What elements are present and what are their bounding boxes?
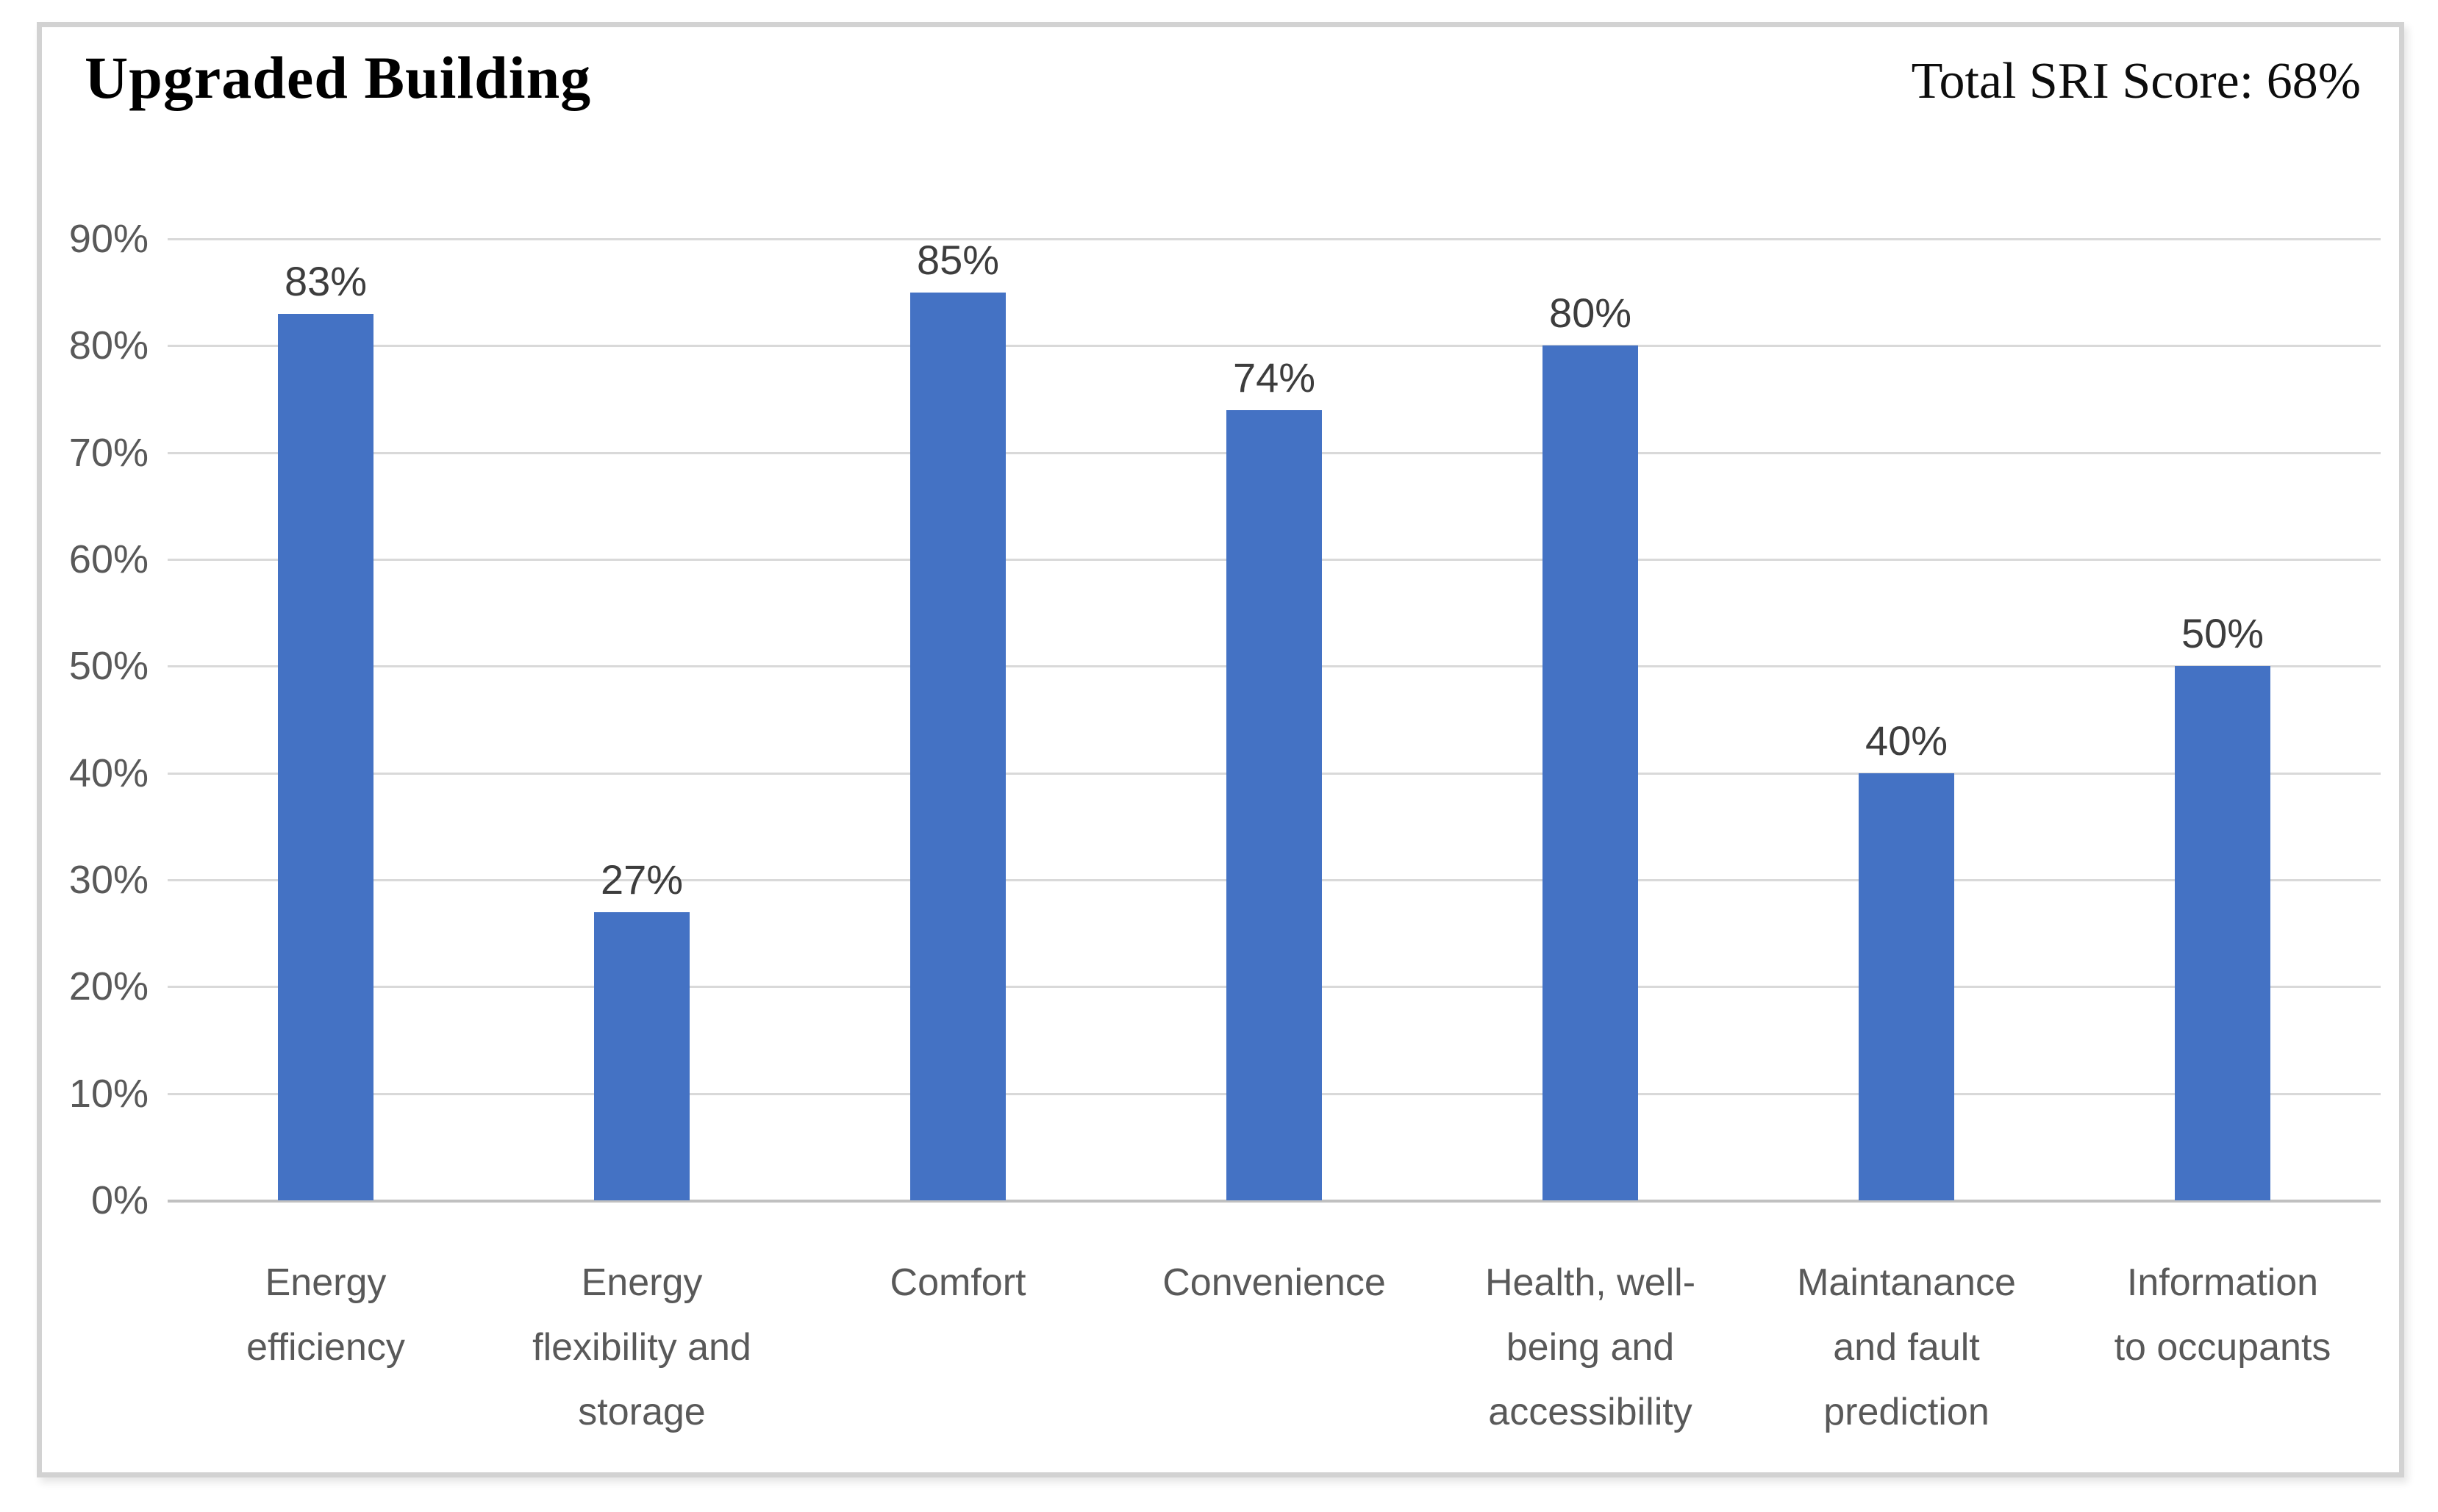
total-sri-score-label: Total SRI Score: 68% — [1911, 53, 2361, 110]
bar-value-label: 83% — [284, 257, 368, 304]
y-tick-label: 10% — [68, 1071, 149, 1116]
bar — [1542, 345, 1638, 1200]
bar-column: 83% — [168, 239, 484, 1200]
bar-value-label: 50% — [2181, 610, 2264, 657]
bar-value-label: 27% — [600, 856, 684, 903]
category-label: Energy efficiency — [246, 1261, 405, 1369]
category-label: Energy flexibility and storage — [532, 1261, 751, 1433]
bar-column: 27% — [484, 239, 800, 1200]
y-axis-labels: 90% 80% 70% 60% 50% 40% 30% 20% 10% 0% — [42, 217, 149, 1222]
bar-column: 74% — [1116, 239, 1432, 1200]
y-tick-label: 20% — [68, 964, 149, 1009]
y-tick-label: 70% — [68, 430, 149, 475]
bar — [278, 313, 373, 1200]
bar-column: 40% — [1748, 239, 2065, 1200]
bars-container: 83% 27% 85% 74% 80% 40% 50% — [168, 239, 2381, 1200]
bar-value-label: 80% — [1548, 290, 1632, 337]
bar-value-label: 74% — [1232, 354, 1316, 401]
bar — [2175, 666, 2270, 1200]
plot-area: 83% 27% 85% 74% 80% 40% 50% — [168, 238, 2381, 1203]
category-label: Information to occupants — [2114, 1261, 2331, 1369]
category-label: Maintanance and fault prediction — [1797, 1261, 2016, 1433]
gridline — [168, 345, 2381, 348]
y-tick-label: 50% — [68, 644, 149, 689]
y-tick-label: 60% — [68, 537, 149, 581]
chart-title: Upgraded Building — [85, 44, 592, 111]
bar — [910, 292, 1006, 1200]
gridline — [168, 238, 2381, 240]
x-axis-category-labels: Energy efficiency Energy flexibility and … — [168, 1250, 2381, 1444]
y-tick-label: 90% — [68, 217, 149, 261]
bar-column: 80% — [1432, 239, 1748, 1200]
bar-value-label: 85% — [916, 236, 1000, 283]
category-label: Comfort — [890, 1261, 1026, 1304]
bar — [1226, 409, 1322, 1200]
bar-column: 85% — [800, 239, 1116, 1200]
chart-frame: Upgraded Building Total SRI Score: 68% 9… — [37, 22, 2404, 1477]
bar — [1859, 773, 1954, 1200]
category-label: Health, well- being and accessibility — [1484, 1261, 1696, 1433]
bar-column: 50% — [2065, 239, 2381, 1200]
category-label: Convenience — [1162, 1261, 1386, 1304]
bar — [594, 911, 690, 1200]
y-tick-label: 30% — [68, 858, 149, 902]
bar-value-label: 40% — [1865, 717, 1948, 764]
y-tick-label: 0% — [90, 1178, 149, 1222]
x-axis-line — [168, 1200, 2381, 1203]
y-tick-label: 40% — [68, 750, 149, 795]
y-tick-label: 80% — [68, 323, 149, 368]
